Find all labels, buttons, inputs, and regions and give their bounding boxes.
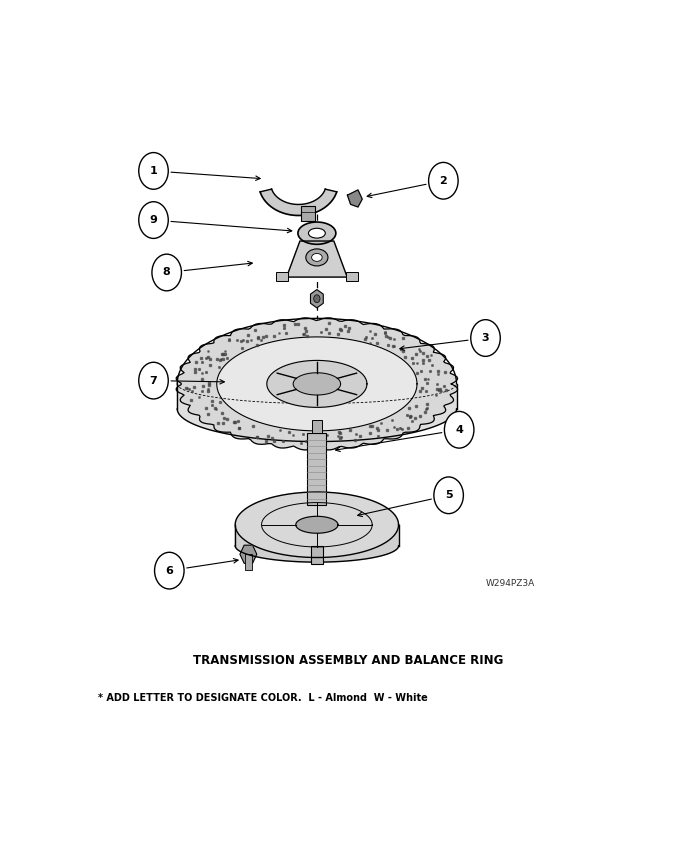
Circle shape bbox=[154, 552, 184, 589]
Text: 3: 3 bbox=[481, 333, 490, 343]
Ellipse shape bbox=[311, 254, 322, 261]
Text: TRANSMISSION ASSEMBLY AND BALANCE RING: TRANSMISSION ASSEMBLY AND BALANCE RING bbox=[193, 654, 504, 667]
Bar bbox=[311, 420, 322, 433]
Polygon shape bbox=[296, 517, 338, 534]
Text: 6: 6 bbox=[165, 566, 173, 575]
Bar bbox=[245, 554, 252, 570]
Ellipse shape bbox=[298, 222, 336, 244]
Circle shape bbox=[428, 163, 458, 199]
Circle shape bbox=[139, 152, 168, 189]
Bar bbox=[301, 206, 316, 220]
Bar bbox=[276, 271, 288, 281]
Polygon shape bbox=[260, 189, 337, 215]
Text: 5: 5 bbox=[445, 490, 452, 500]
Text: 8: 8 bbox=[163, 267, 171, 277]
Bar bbox=[346, 271, 358, 281]
Circle shape bbox=[471, 320, 500, 357]
Polygon shape bbox=[176, 318, 458, 450]
Text: W294PZ3A: W294PZ3A bbox=[486, 580, 534, 588]
Polygon shape bbox=[347, 190, 362, 207]
Circle shape bbox=[139, 202, 168, 238]
Circle shape bbox=[445, 411, 474, 448]
Circle shape bbox=[313, 294, 320, 303]
Polygon shape bbox=[235, 525, 398, 563]
Ellipse shape bbox=[306, 248, 328, 266]
Circle shape bbox=[434, 477, 463, 514]
Bar bbox=[311, 545, 323, 564]
Text: 1: 1 bbox=[150, 166, 157, 176]
Text: 9: 9 bbox=[150, 215, 158, 225]
Ellipse shape bbox=[309, 228, 325, 238]
Polygon shape bbox=[217, 337, 417, 431]
Circle shape bbox=[152, 254, 182, 291]
Bar bbox=[307, 433, 326, 505]
Text: * ADD LETTER TO DESIGNATE COLOR.  L - Almond  W - White: * ADD LETTER TO DESIGNATE COLOR. L - Alm… bbox=[98, 694, 428, 704]
Text: 7: 7 bbox=[150, 375, 157, 386]
Polygon shape bbox=[267, 360, 367, 408]
Text: 2: 2 bbox=[439, 176, 447, 186]
Polygon shape bbox=[286, 241, 347, 277]
Polygon shape bbox=[235, 492, 398, 557]
Text: 4: 4 bbox=[455, 425, 463, 435]
Polygon shape bbox=[177, 384, 456, 442]
Polygon shape bbox=[293, 373, 341, 395]
Circle shape bbox=[139, 363, 168, 399]
